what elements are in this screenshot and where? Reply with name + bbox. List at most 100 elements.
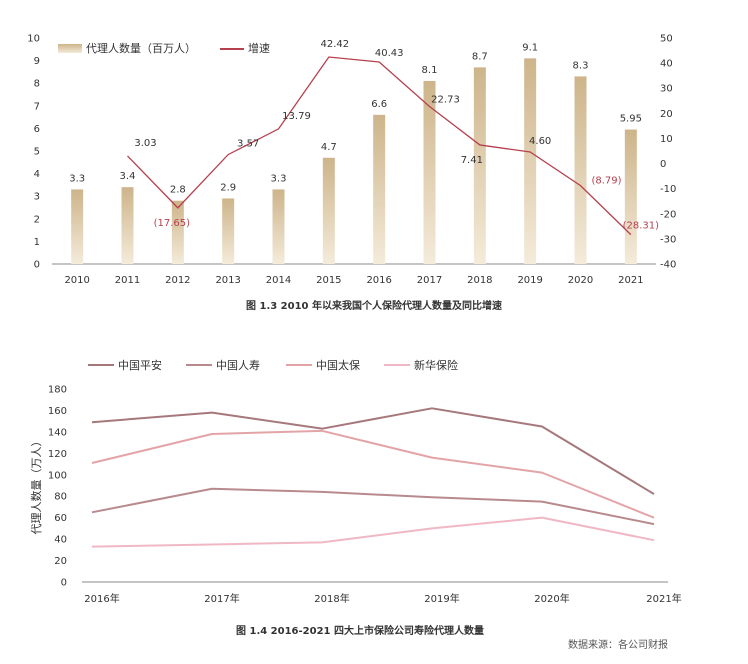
bar xyxy=(272,189,285,264)
y2-tick-label: 40 xyxy=(660,59,673,70)
y-tick-label: 80 xyxy=(54,492,67,503)
y2-tick-label: -10 xyxy=(660,184,676,195)
bar-data-label: 8.3 xyxy=(573,60,589,71)
y-tick-label: 7 xyxy=(34,101,40,112)
series-line xyxy=(91,516,655,548)
legend-bar-label: 代理人数量（百万人） xyxy=(86,42,196,55)
y2-tick-label: 30 xyxy=(660,84,673,95)
bar-data-label: 9.1 xyxy=(522,42,538,53)
legend-label: 中国平安 xyxy=(118,358,162,372)
bar-data-label: 3.3 xyxy=(69,173,85,184)
line-data-label: 4.60 xyxy=(529,136,551,147)
bar xyxy=(71,189,84,264)
y-tick-label: 8 xyxy=(34,79,40,90)
bar-data-label: 3.3 xyxy=(271,173,287,184)
chart-four-insurers-agents: 0 20 40 60 80 100 120 140 160 180 2016年 2017年 2018年 2… xyxy=(30,358,682,651)
bar-data-label: 5.95 xyxy=(620,114,642,125)
x-tick-label: 2019年 xyxy=(424,592,459,605)
bar-data-label: 3.4 xyxy=(120,171,136,182)
y2-tick-label: -30 xyxy=(660,234,676,245)
y-tick-label: 4 xyxy=(34,169,40,180)
bar xyxy=(524,58,537,265)
growth-line xyxy=(127,56,632,236)
bar-data-label: 2.8 xyxy=(170,185,186,196)
line-data-label: 22.73 xyxy=(431,94,460,105)
y-tick-label: 40 xyxy=(54,535,67,546)
line-data-label: (28.31) xyxy=(623,221,660,232)
y-tick-label: 6 xyxy=(34,124,40,135)
bar xyxy=(222,198,235,264)
x-tick-label: 2021 xyxy=(618,275,643,286)
x-tick-label: 2010 xyxy=(64,275,89,286)
line-data-label: 7.41 xyxy=(461,155,483,166)
y-tick-label: 9 xyxy=(34,56,40,67)
line-data-label: (8.79) xyxy=(591,176,621,187)
line-data-label: 3.03 xyxy=(134,138,156,149)
x-tick-label: 2020年 xyxy=(534,592,569,605)
y2-tick-label: 10 xyxy=(660,134,673,145)
bar xyxy=(624,129,637,264)
x-tick-label: 2021年 xyxy=(646,592,681,605)
y-tick-label: 0 xyxy=(61,578,67,589)
chart-agent-count-growth: 0 1 2 3 4 5 6 7 8 9 10 -40 -30 -20 -10 0 10 20 30 40 50 2010 2… xyxy=(27,34,676,313)
legend-label: 中国太保 xyxy=(316,358,360,372)
bar xyxy=(322,157,335,264)
y-tick-label: 60 xyxy=(54,513,67,524)
y-tick-label: 10 xyxy=(27,34,40,45)
y-axis-label: 代理人数量（万人） xyxy=(30,436,43,535)
bar xyxy=(171,200,184,264)
y-tick-label: 2 xyxy=(34,214,40,225)
line-data-label: (17.65) xyxy=(154,218,191,229)
bar xyxy=(373,114,386,264)
line-data-label: 40.43 xyxy=(375,48,404,59)
series-line xyxy=(91,429,655,519)
x-tick-label: 2015 xyxy=(316,275,341,286)
bar-data-label: 8.1 xyxy=(422,65,438,76)
legend-line-label: 增速 xyxy=(248,41,270,55)
x-tick-label: 2013 xyxy=(215,275,240,286)
y-tick-label: 3 xyxy=(34,192,40,203)
x-tick-label: 2011 xyxy=(115,275,140,286)
line-data-label: 13.79 xyxy=(282,111,311,122)
bar xyxy=(423,80,436,264)
x-tick-label: 2017 xyxy=(417,275,442,286)
legend-label: 中国人寿 xyxy=(216,358,260,372)
line-data-label: 42.42 xyxy=(321,39,350,50)
y-tick-label: 120 xyxy=(48,449,67,460)
bar xyxy=(473,67,486,264)
bar xyxy=(574,76,587,264)
y-tick-label: 160 xyxy=(48,406,67,417)
series-line xyxy=(91,407,655,495)
bar-data-label: 6.6 xyxy=(371,99,387,110)
source-note: 数据来源：各公司财报 xyxy=(568,638,668,651)
y-tick-label: 0 xyxy=(34,260,40,271)
y2-tick-label: -20 xyxy=(660,209,676,220)
bar xyxy=(121,187,134,264)
x-tick-label: 2016 xyxy=(366,275,391,286)
y-tick-label: 20 xyxy=(54,556,67,567)
y-tick-label: 100 xyxy=(48,470,67,481)
legend-label: 新华保险 xyxy=(414,358,458,372)
bar-data-label: 8.7 xyxy=(472,51,488,62)
y-tick-label: 140 xyxy=(48,427,67,438)
x-tick-label: 2019 xyxy=(517,275,542,286)
x-tick-label: 2018 xyxy=(467,275,492,286)
y2-tick-label: 20 xyxy=(660,109,673,120)
y-tick-label: 1 xyxy=(34,237,40,248)
x-tick-label: 2012 xyxy=(165,275,190,286)
x-tick-label: 2018年 xyxy=(314,592,349,605)
bar-data-label: 4.7 xyxy=(321,142,337,153)
chart-caption: 图 1.3 2010 年以来我国个人保险代理人数量及同比增速 xyxy=(246,299,502,312)
y-tick-label: 180 xyxy=(48,385,67,396)
y2-tick-label: 50 xyxy=(660,34,673,45)
x-tick-label: 2020 xyxy=(568,275,593,286)
chart-caption: 图 1.4 2016-2021 四大上市保险公司寿险代理人数量 xyxy=(236,624,484,637)
x-tick-label: 2014 xyxy=(266,275,291,286)
x-tick-label: 2017年 xyxy=(204,592,239,605)
bar-data-label: 2.9 xyxy=(220,182,236,193)
series-line xyxy=(91,487,655,526)
line-data-label: 3.57 xyxy=(237,139,259,150)
y-tick-label: 5 xyxy=(34,147,40,158)
